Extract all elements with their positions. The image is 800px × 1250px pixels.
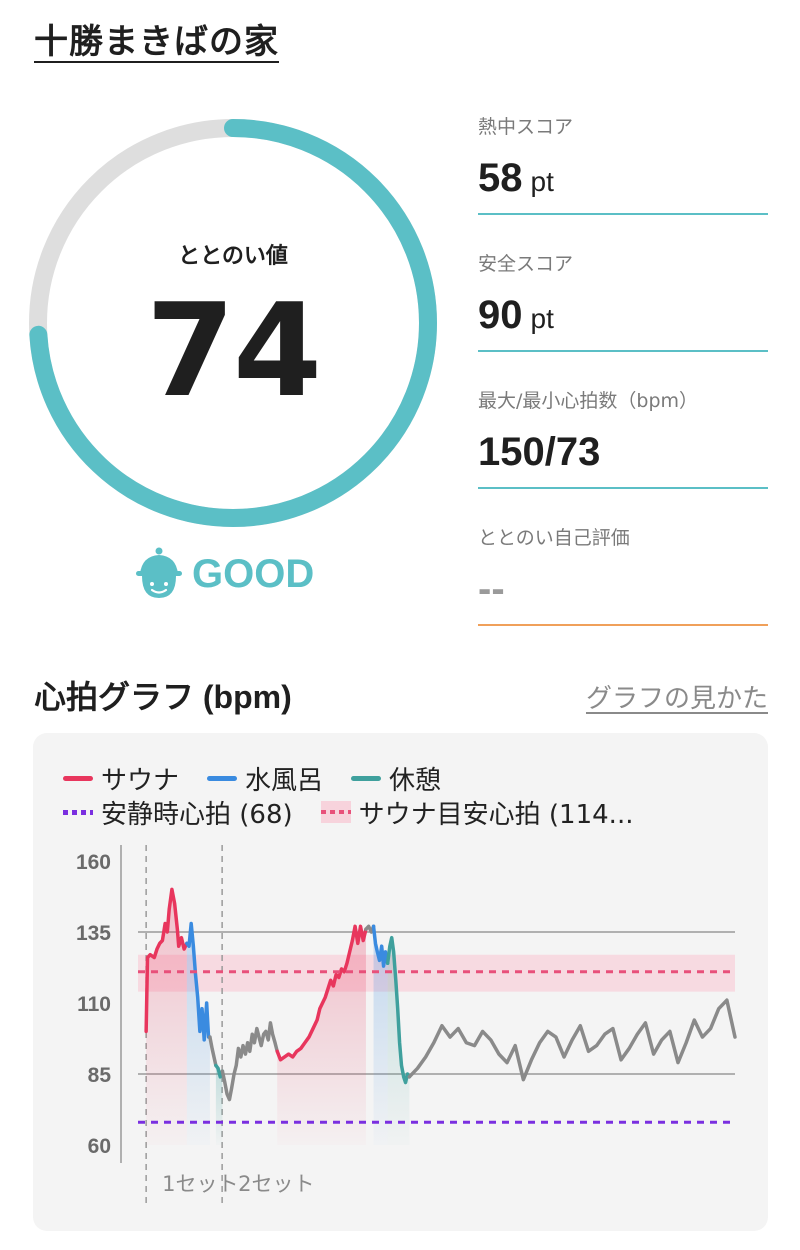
rating-badge: GOOD <box>134 542 314 606</box>
facility-title: 十勝まきばの家 <box>34 22 279 62</box>
metric-self-evaluation[interactable]: ととのい自己評価 -- <box>478 519 768 656</box>
series-line <box>407 998 737 1082</box>
metric-value: 58 <box>478 156 523 200</box>
gauge-label: ととのい値 <box>178 244 288 269</box>
metrics-panel: 熱中スコア 58 pt 安全スコア 90 pt 最大/最小心拍数（bpm） 150/… <box>478 108 768 656</box>
heart-rate-graph-title: 心拍グラフ (bpm) <box>34 679 292 715</box>
heart-rate-plot: 160 135 110 85 60 1セット 2セット <box>76 845 737 1203</box>
legend-sauna: サウナ <box>63 760 179 797</box>
series-area <box>215 1065 223 1145</box>
metric-divider <box>478 624 768 626</box>
metric-divider <box>478 487 768 489</box>
metric-label: 最大/最小心拍数（bpm） <box>478 390 699 412</box>
metric-value: 90 <box>478 293 523 337</box>
series-area <box>373 926 388 1145</box>
legend-cold-bath: 水風呂 <box>207 760 323 797</box>
metric-unit: pt <box>530 303 554 334</box>
y-tick-label: 60 <box>88 1135 111 1158</box>
rating-text: GOOD <box>192 551 315 596</box>
series-line <box>208 1035 218 1068</box>
series-line <box>144 887 189 1034</box>
series-area <box>277 926 366 1145</box>
chart-legend: サウナ 水風呂 休憩 安静時心拍 (68) サウナ目安心拍 (114... <box>63 760 661 831</box>
heart-rate-chart-card: サウナ 水風呂 休憩 安静時心拍 (68) サウナ目安心拍 (114... 16… <box>33 733 768 1231</box>
metric-label: 安全スコア <box>478 253 574 275</box>
y-tick-label: 110 <box>77 993 111 1016</box>
y-tick-label: 135 <box>76 922 111 945</box>
legend-rest: 休憩 <box>351 760 441 797</box>
metric-value: -- <box>478 567 505 611</box>
metric-divider <box>478 213 768 215</box>
metric-value: 150/73 <box>478 430 601 474</box>
metric-divider <box>478 350 768 352</box>
metric-heat-score: 熱中スコア 58 pt <box>478 108 768 245</box>
set-label: 1セット <box>162 1172 238 1196</box>
totonoi-gauge <box>29 119 437 527</box>
series-line <box>185 921 212 1042</box>
graph-guide-link[interactable]: グラフの見かた <box>585 684 768 714</box>
metric-label: 熱中スコア <box>478 116 574 138</box>
series-area <box>186 923 210 1145</box>
series-line <box>385 935 412 1085</box>
metric-label: ととのい自己評価 <box>478 527 630 549</box>
y-tick-label: 160 <box>76 851 111 874</box>
sauna-hat-face-icon <box>136 547 182 598</box>
set-label: 2セット <box>238 1172 314 1196</box>
legend-sauna-target: サウナ目安心拍 (114... <box>320 794 633 831</box>
gauge-value: 74 <box>145 277 322 426</box>
y-tick-label: 85 <box>88 1064 112 1087</box>
metric-heart-rate: 最大/最小心拍数（bpm） 150/73 <box>478 382 768 519</box>
metric-unit: pt <box>530 166 554 197</box>
series-line <box>220 1021 279 1102</box>
series-line <box>275 924 368 1062</box>
metric-safety-score: 安全スコア 90 pt <box>478 245 768 382</box>
gauge-progress-arc <box>29 119 437 527</box>
series-line <box>371 924 390 968</box>
legend-resting-hr: 安静時心拍 (68) <box>63 794 293 831</box>
